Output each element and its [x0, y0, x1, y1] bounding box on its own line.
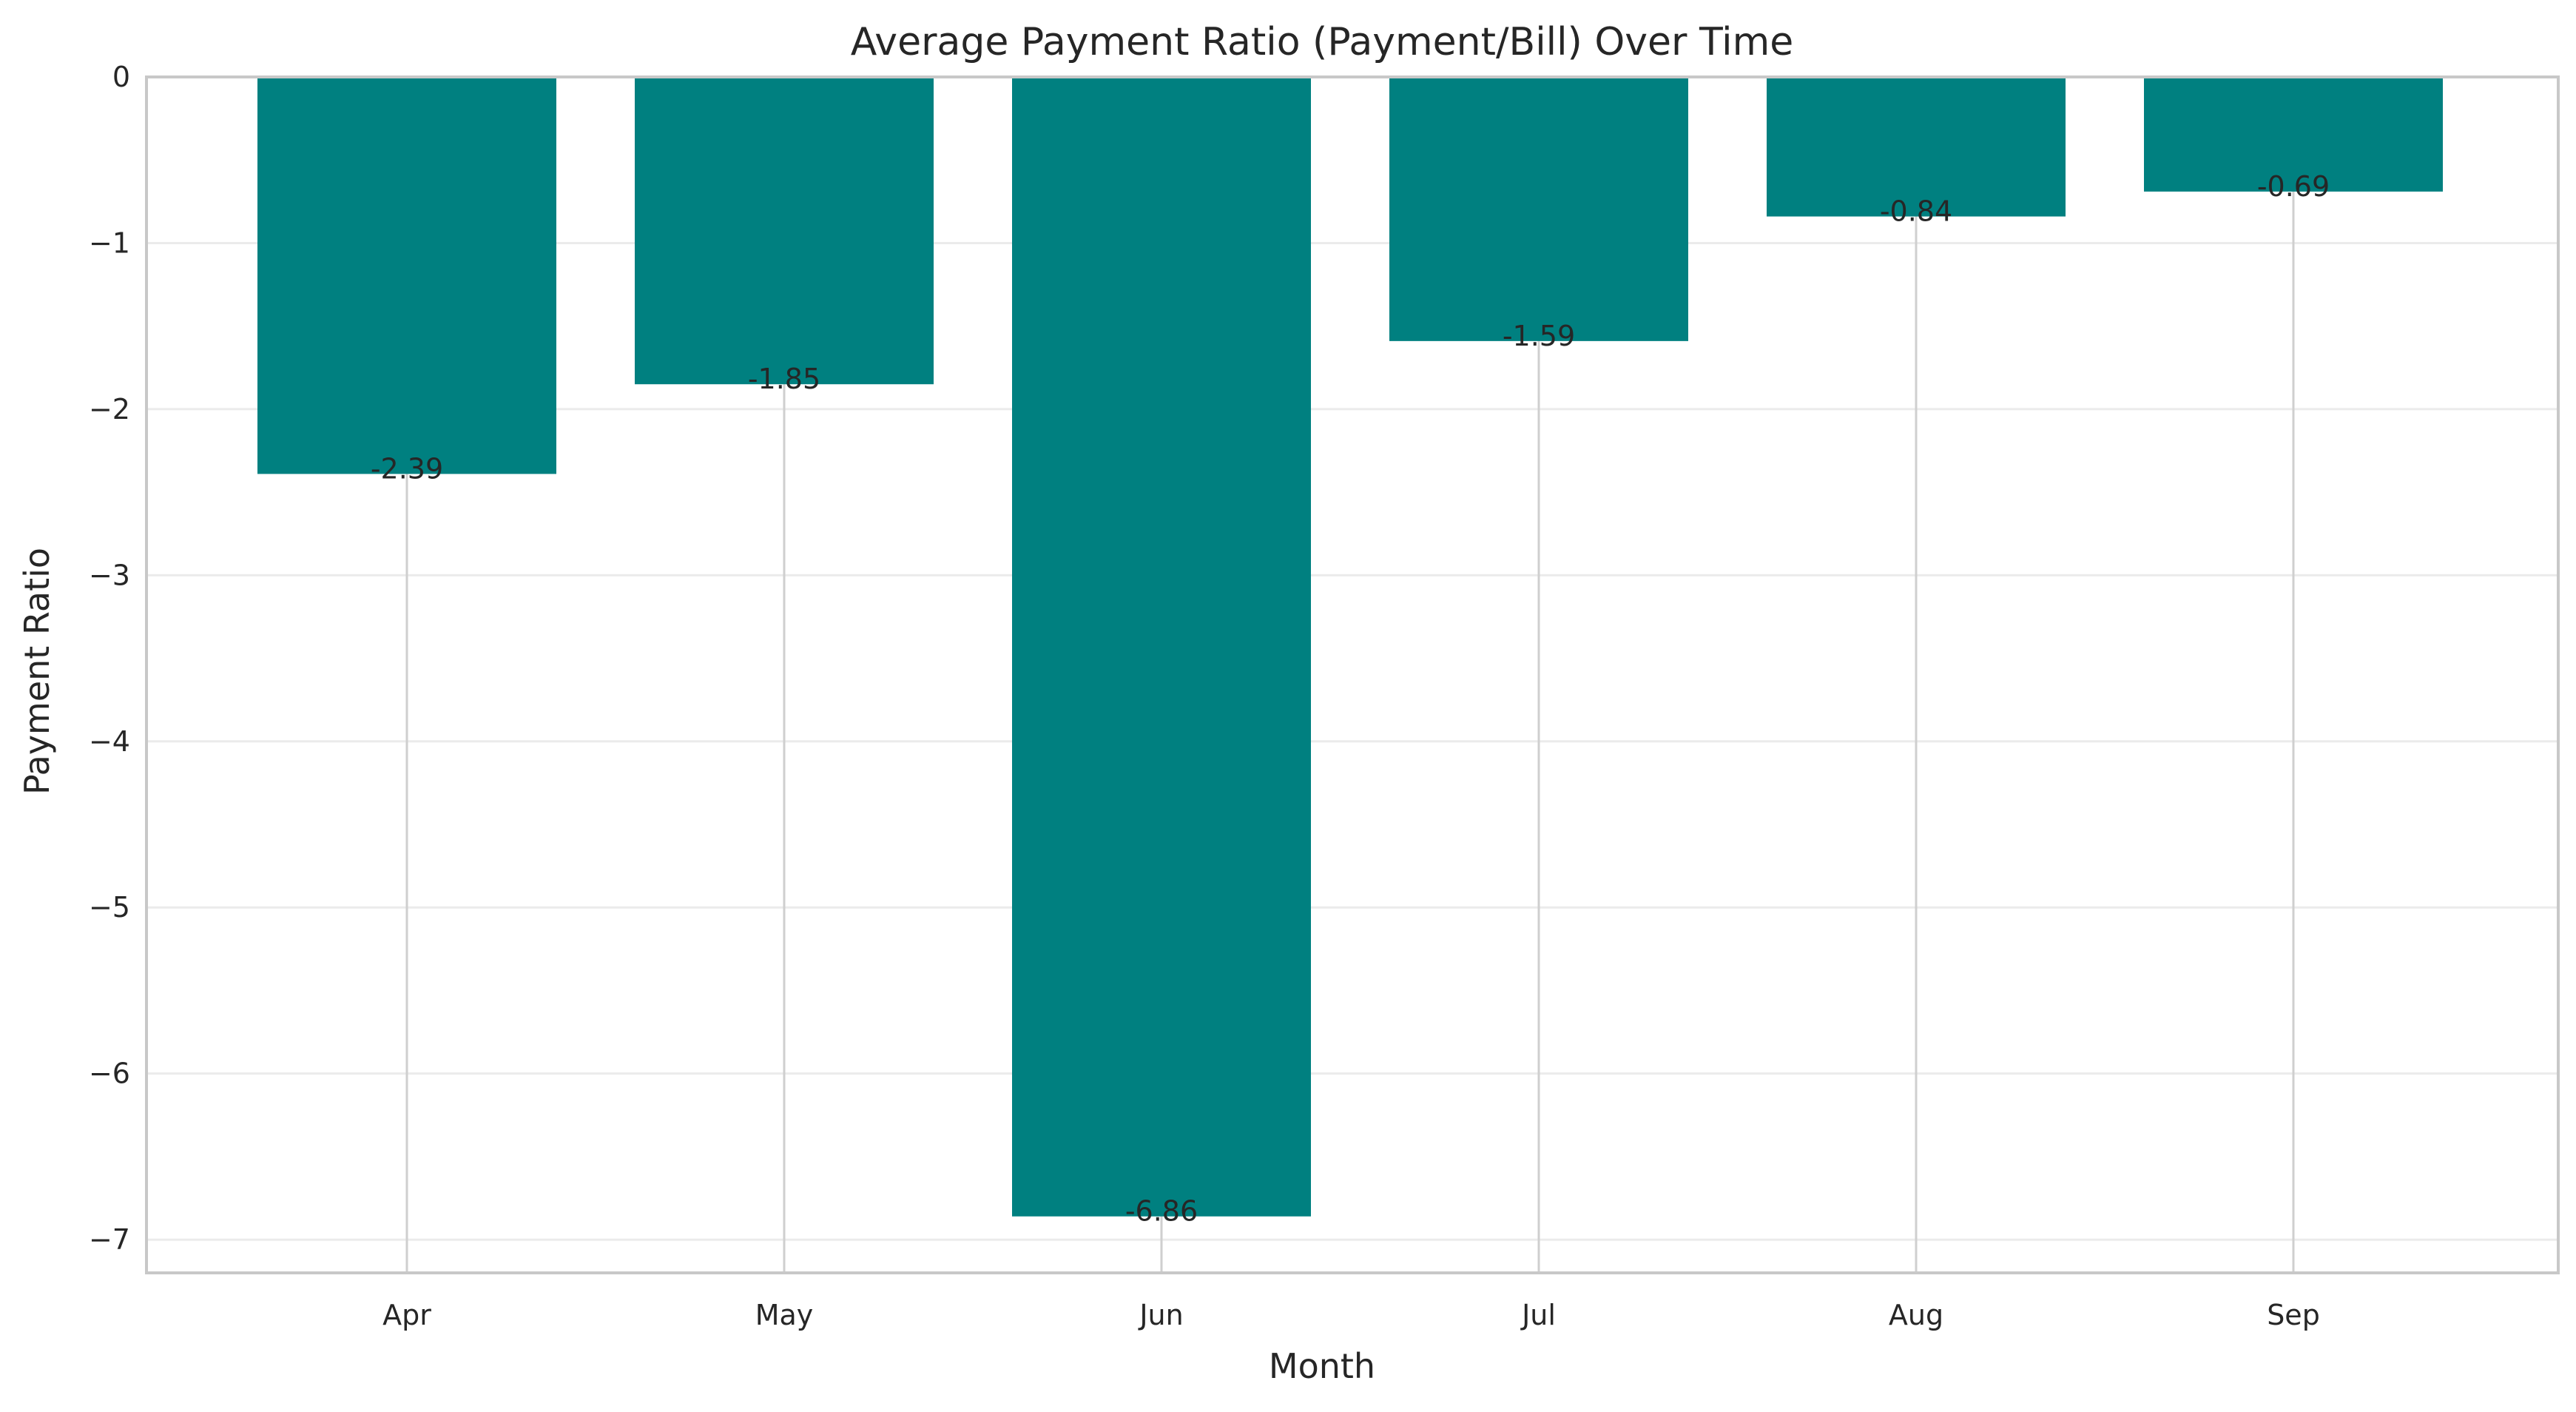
y-tick-label: −2	[89, 393, 130, 426]
data-label: -0.84	[1880, 195, 1952, 228]
bar-jul	[1389, 77, 1688, 341]
bar-jun	[1012, 77, 1311, 1217]
bars	[257, 77, 2443, 1217]
bar-may	[635, 77, 934, 385]
y-tick-label: −4	[89, 725, 130, 758]
x-tick-label: Sep	[2267, 1299, 2320, 1331]
y-tick-label: 0	[112, 61, 130, 93]
x-tick-label: Apr	[382, 1299, 431, 1331]
data-label: -0.69	[2257, 170, 2330, 203]
data-label: -1.85	[748, 363, 820, 395]
plot-border	[145, 75, 2560, 1274]
y-tick-label: −1	[89, 226, 130, 259]
y-tick-label: −3	[89, 559, 130, 591]
bar-apr	[257, 77, 556, 474]
chart-title: Average Payment Ratio (Payment/Bill) Ove…	[851, 20, 1793, 64]
bar-aug	[1767, 77, 2066, 217]
y-axis-ticks: 0 −1 −2 −3 −4 −5 −6 −7	[89, 61, 130, 1256]
data-label: -2.39	[371, 452, 443, 485]
y-tick-label: −7	[89, 1223, 130, 1256]
y-tick-label: −6	[89, 1058, 130, 1090]
y-axis-label: Payment Ratio	[17, 548, 57, 795]
x-axis-ticks: Apr May Jun Jul Aug Sep	[382, 1299, 2320, 1331]
bar-sep	[2144, 77, 2443, 192]
data-label: -6.86	[1125, 1195, 1198, 1228]
x-axis-label: Month	[1269, 1346, 1375, 1386]
y-tick-label: −5	[89, 891, 130, 924]
data-label: -1.59	[1503, 320, 1575, 352]
x-tick-label: Aug	[1889, 1299, 1943, 1331]
data-labels: -2.39 -1.85 -6.86 -1.59 -0.84 -0.69	[371, 170, 2330, 1228]
plot-frame	[145, 75, 2560, 1274]
x-tick-label: Jul	[1520, 1299, 1556, 1331]
x-tick-label: May	[755, 1299, 814, 1331]
x-tick-label: Jun	[1138, 1299, 1183, 1331]
